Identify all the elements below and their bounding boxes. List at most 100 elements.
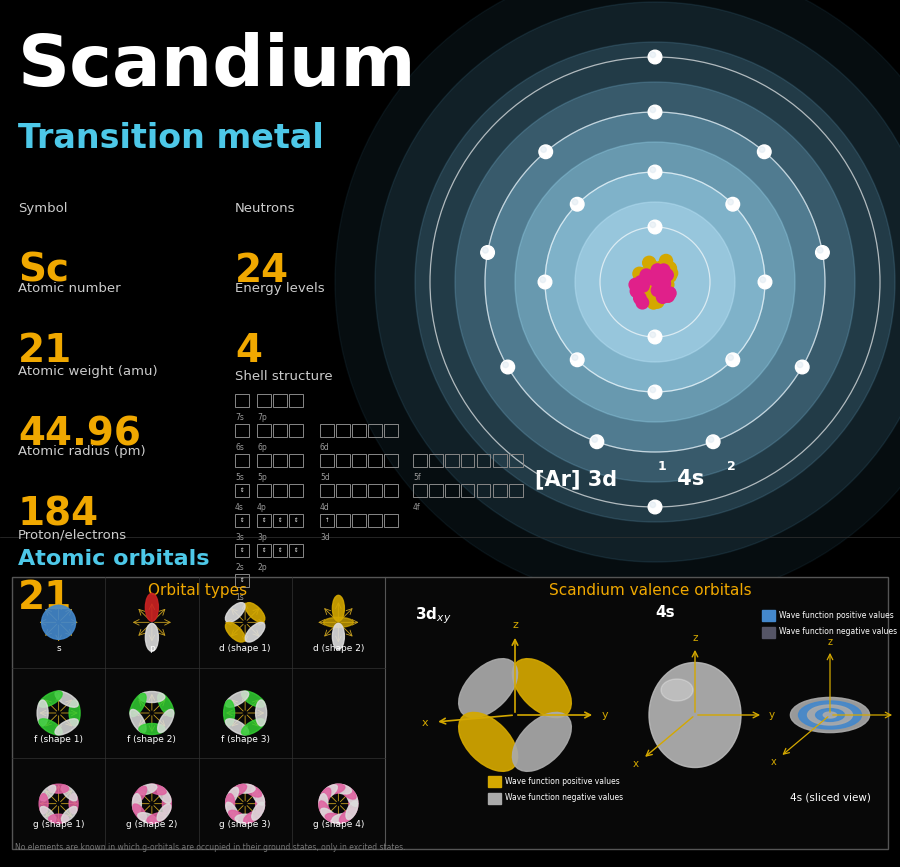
Text: Proton/electrons: Proton/electrons bbox=[18, 529, 127, 542]
Ellipse shape bbox=[147, 784, 166, 795]
Bar bbox=[384, 423, 398, 437]
Circle shape bbox=[650, 387, 655, 393]
Ellipse shape bbox=[459, 659, 518, 718]
Circle shape bbox=[656, 277, 669, 290]
Text: z: z bbox=[512, 620, 517, 630]
Ellipse shape bbox=[325, 784, 345, 794]
Bar bbox=[509, 484, 523, 497]
Text: x: x bbox=[771, 757, 777, 767]
Ellipse shape bbox=[798, 701, 861, 729]
Text: No elements are known in which g-orbitals are occupied in their ground states, o: No elements are known in which g-orbital… bbox=[15, 843, 406, 852]
Bar bbox=[273, 394, 286, 407]
Ellipse shape bbox=[61, 786, 77, 801]
Text: Atomic number: Atomic number bbox=[18, 282, 121, 295]
Circle shape bbox=[656, 291, 669, 303]
Bar bbox=[336, 513, 349, 527]
Bar bbox=[235, 513, 248, 527]
Text: ⇕: ⇕ bbox=[293, 548, 298, 553]
Circle shape bbox=[655, 261, 668, 274]
Circle shape bbox=[41, 605, 76, 639]
Ellipse shape bbox=[332, 596, 345, 622]
Text: Energy levels: Energy levels bbox=[235, 282, 325, 295]
Text: ⇕: ⇕ bbox=[239, 548, 244, 553]
Circle shape bbox=[501, 360, 515, 374]
Ellipse shape bbox=[146, 623, 158, 651]
Circle shape bbox=[645, 260, 659, 273]
Ellipse shape bbox=[229, 785, 247, 797]
Text: 3p: 3p bbox=[257, 532, 266, 542]
Text: ⇕: ⇕ bbox=[239, 518, 244, 523]
Ellipse shape bbox=[226, 793, 235, 813]
Text: ⇕: ⇕ bbox=[293, 518, 298, 523]
Bar bbox=[384, 453, 398, 467]
Ellipse shape bbox=[133, 786, 147, 804]
Text: 1s: 1s bbox=[235, 592, 244, 602]
Ellipse shape bbox=[138, 784, 157, 795]
Circle shape bbox=[660, 254, 672, 267]
Circle shape bbox=[726, 198, 740, 211]
Text: g (shape 3): g (shape 3) bbox=[220, 820, 271, 829]
Bar bbox=[429, 453, 443, 467]
Ellipse shape bbox=[319, 788, 331, 806]
Ellipse shape bbox=[512, 659, 572, 718]
Text: Scandium: Scandium bbox=[18, 32, 417, 101]
Circle shape bbox=[647, 290, 660, 303]
Circle shape bbox=[797, 362, 803, 368]
Circle shape bbox=[571, 198, 584, 211]
Circle shape bbox=[648, 105, 662, 119]
Ellipse shape bbox=[39, 793, 48, 813]
Ellipse shape bbox=[49, 784, 68, 793]
Circle shape bbox=[651, 295, 664, 308]
Text: x: x bbox=[422, 718, 428, 727]
Bar bbox=[413, 484, 427, 497]
Ellipse shape bbox=[235, 784, 255, 793]
Text: Atomic radius (pm): Atomic radius (pm) bbox=[18, 445, 146, 458]
Text: z: z bbox=[692, 633, 698, 643]
Bar bbox=[368, 423, 382, 437]
Circle shape bbox=[658, 277, 670, 290]
Circle shape bbox=[650, 222, 655, 228]
Circle shape bbox=[728, 199, 733, 205]
Ellipse shape bbox=[245, 623, 265, 642]
Ellipse shape bbox=[55, 719, 78, 735]
Bar bbox=[477, 453, 490, 467]
Circle shape bbox=[664, 267, 678, 280]
Circle shape bbox=[572, 199, 578, 205]
Text: Orbital types: Orbital types bbox=[148, 583, 248, 598]
Bar bbox=[257, 513, 271, 527]
Bar bbox=[289, 513, 302, 527]
Text: g (shape 1): g (shape 1) bbox=[33, 820, 85, 829]
Text: 21: 21 bbox=[18, 332, 72, 370]
Circle shape bbox=[728, 355, 733, 361]
Circle shape bbox=[650, 167, 655, 173]
Text: g (shape 4): g (shape 4) bbox=[312, 820, 364, 829]
Text: 2p: 2p bbox=[257, 563, 266, 571]
Ellipse shape bbox=[256, 793, 265, 813]
Circle shape bbox=[758, 275, 772, 289]
Ellipse shape bbox=[139, 692, 165, 702]
Circle shape bbox=[545, 172, 765, 392]
Circle shape bbox=[650, 502, 655, 507]
Circle shape bbox=[648, 500, 662, 514]
Bar bbox=[461, 484, 474, 497]
Circle shape bbox=[726, 353, 740, 367]
Circle shape bbox=[634, 276, 647, 288]
Ellipse shape bbox=[661, 679, 693, 701]
Text: y: y bbox=[602, 710, 608, 720]
Ellipse shape bbox=[139, 723, 165, 734]
Circle shape bbox=[375, 2, 900, 562]
Ellipse shape bbox=[346, 801, 358, 819]
Circle shape bbox=[660, 282, 673, 295]
Ellipse shape bbox=[332, 813, 352, 823]
Bar bbox=[352, 453, 365, 467]
Text: [Ar] 3d: [Ar] 3d bbox=[535, 469, 617, 489]
Circle shape bbox=[661, 263, 673, 276]
Bar bbox=[477, 484, 490, 497]
Bar bbox=[352, 423, 365, 437]
Bar bbox=[235, 484, 248, 497]
Circle shape bbox=[575, 202, 735, 362]
Ellipse shape bbox=[49, 814, 68, 823]
Text: 6p: 6p bbox=[257, 442, 266, 452]
Circle shape bbox=[481, 245, 494, 259]
Bar bbox=[384, 484, 398, 497]
